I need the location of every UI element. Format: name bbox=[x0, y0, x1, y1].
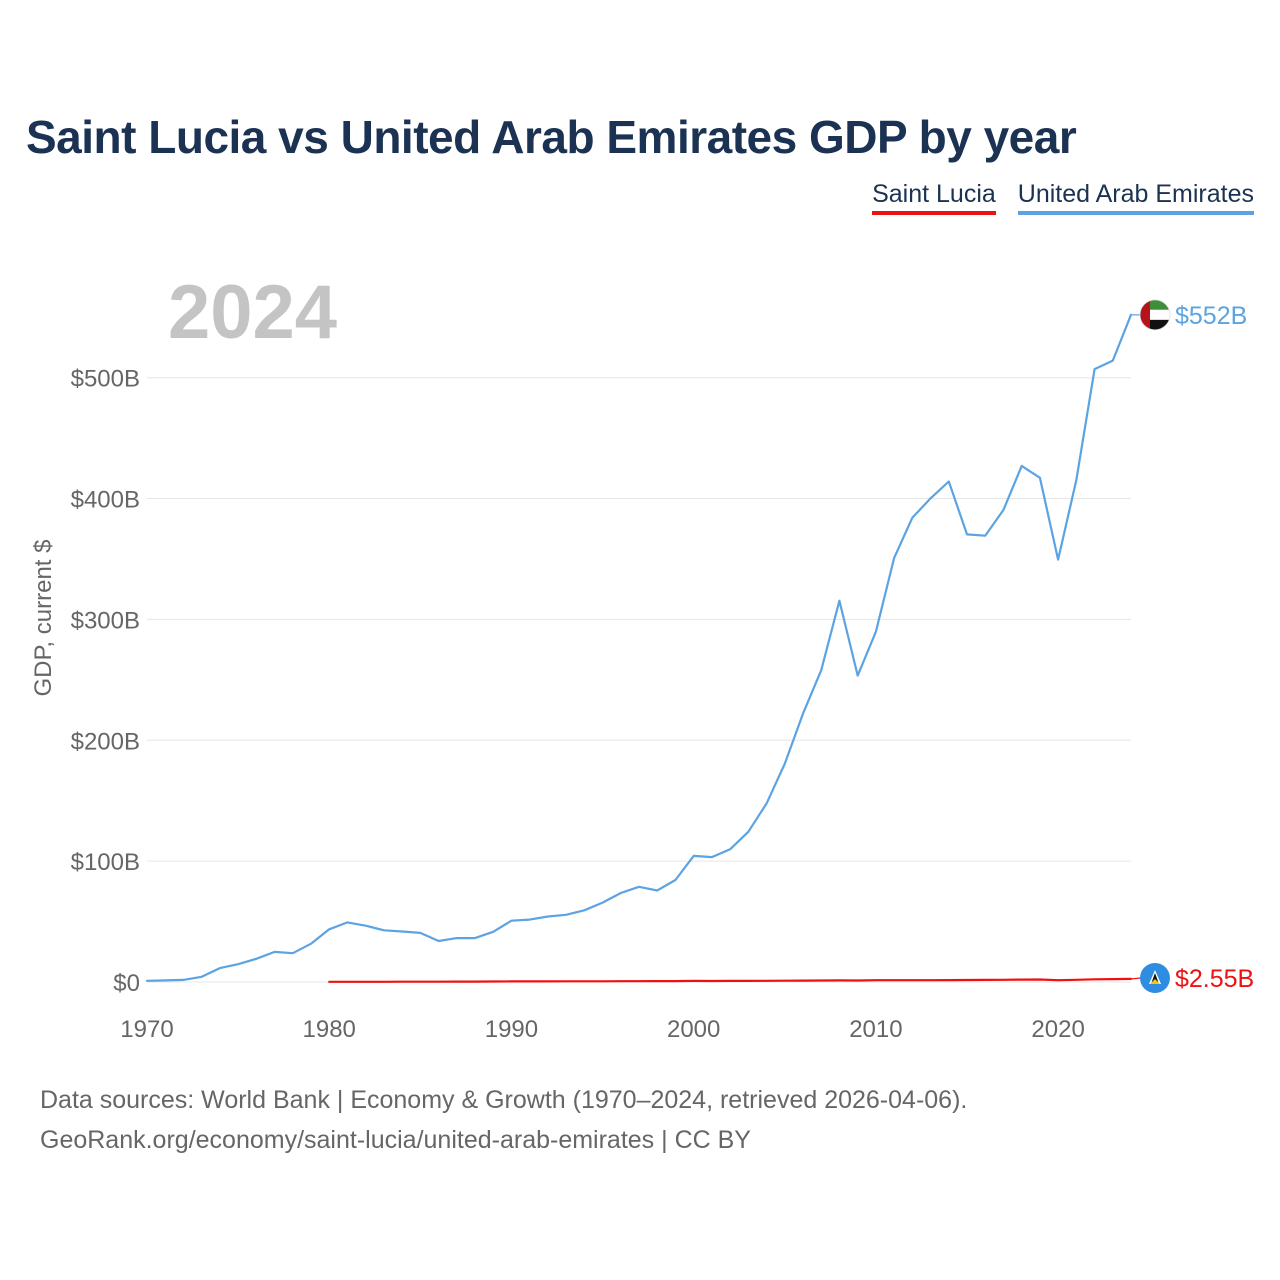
source-note: Data sources: World Bank | Economy & Gro… bbox=[40, 1080, 967, 1160]
x-tick-label-1: 1980 bbox=[303, 1016, 356, 1043]
y-axis-ticks: $0 $100B $200B $300B $400B $500B bbox=[71, 366, 140, 997]
end-label-saint-lucia: $2.55B bbox=[1175, 965, 1254, 993]
grid-lines bbox=[147, 377, 1131, 983]
uae-flag-outline bbox=[1139, 299, 1171, 331]
legend: Saint Lucia United Arab Emirates bbox=[872, 180, 1254, 215]
saint-lucia-flag-icon bbox=[1140, 963, 1170, 993]
leader-line-saint-lucia bbox=[1130, 977, 1142, 980]
end-label-united-arab-emirates: $552B bbox=[1175, 302, 1247, 330]
y-tick-label-3: $300B bbox=[71, 607, 140, 634]
legend-item-united-arab-emirates[interactable]: United Arab Emirates bbox=[1017, 180, 1254, 215]
source-line-1: Data sources: World Bank | Economy & Gro… bbox=[40, 1086, 968, 1114]
y-tick-label-5: $500B bbox=[71, 366, 140, 393]
x-tick-label-2: 1990 bbox=[485, 1016, 538, 1043]
uae-flag-red-band bbox=[1140, 299, 1150, 330]
series-line-saint-lucia bbox=[328, 977, 1133, 983]
y-tick-label-0: $0 bbox=[113, 970, 140, 997]
uae-flag-black-band bbox=[1140, 319, 1170, 330]
uae-flag-white-band bbox=[1140, 309, 1170, 320]
saint-lucia-flag-gold-triangle bbox=[1150, 979, 1160, 984]
uae-flag-green-band bbox=[1140, 299, 1170, 310]
y-tick-label-2: $200B bbox=[71, 728, 140, 755]
chart-title: Saint Lucia vs United Arab Emirates GDP … bbox=[26, 111, 1077, 163]
series-line-united-arab-emirates bbox=[145, 313, 1133, 982]
uae-flag-icon bbox=[1139, 299, 1171, 331]
series-lines bbox=[145, 313, 1133, 983]
y-tick-label-4: $400B bbox=[71, 487, 140, 514]
x-tick-label-3: 2000 bbox=[667, 1016, 720, 1043]
year-watermark: 2024 bbox=[168, 270, 337, 355]
x-axis-ticks: 1970 1980 1990 2000 2010 2020 bbox=[120, 1016, 1085, 1043]
x-tick-label-5: 2020 bbox=[1031, 1016, 1084, 1043]
x-tick-label-0: 1970 bbox=[120, 1016, 173, 1043]
source-line-2[interactable]: GeoRank.org/economy/saint-lucia/united-a… bbox=[40, 1126, 751, 1154]
uae-flag-body bbox=[1140, 299, 1170, 330]
y-axis-label: GDP, current $ bbox=[30, 540, 57, 697]
y-tick-label-1: $100B bbox=[71, 849, 140, 876]
x-tick-label-4: 2010 bbox=[849, 1016, 902, 1043]
legend-item-saint-lucia[interactable]: Saint Lucia bbox=[872, 180, 996, 215]
end-markers: $552B $2.55B bbox=[1130, 299, 1254, 993]
